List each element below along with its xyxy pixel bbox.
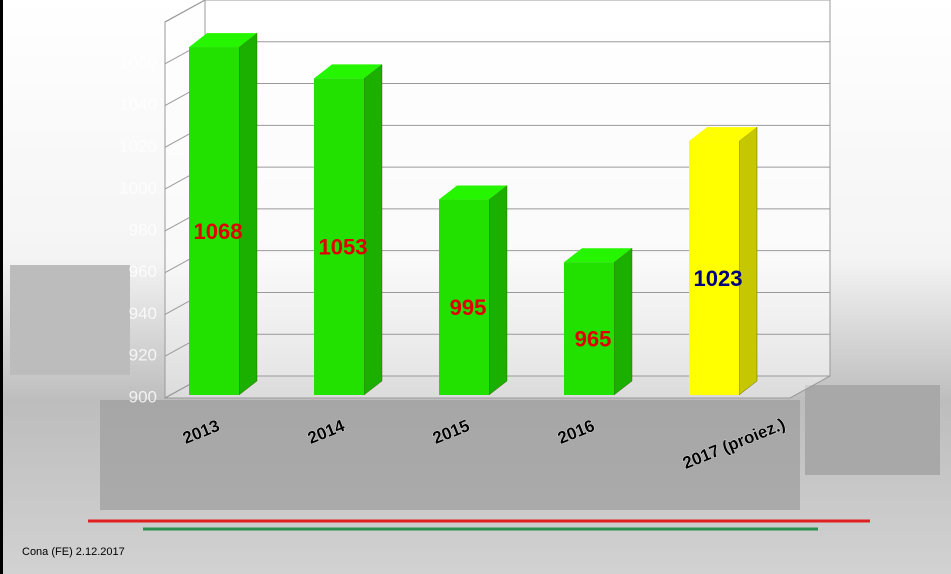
bar — [439, 199, 489, 395]
bar-side — [238, 32, 258, 396]
y-tick-label: 1000 — [119, 179, 157, 198]
value-label: 995 — [450, 295, 487, 320]
bar-top — [689, 127, 757, 142]
bar-top — [564, 248, 632, 263]
y-tick-label: 940 — [129, 304, 157, 323]
y-tick-label: 1060 — [119, 53, 157, 72]
building — [100, 400, 800, 510]
y-tick-label: 900 — [129, 387, 157, 406]
bar-top — [439, 185, 507, 200]
building — [10, 265, 130, 375]
value-label: 1053 — [319, 235, 368, 260]
y-tick-label: 1080 — [119, 11, 157, 30]
y-tick-label: 960 — [129, 262, 157, 281]
footer: Cona (FE) 2.12.2017 — [22, 546, 125, 558]
grid-line — [164, 0, 206, 23]
plot: 9009209409609801000102010401060108010682… — [119, 0, 831, 473]
bar — [689, 141, 739, 395]
y-tick-label: 980 — [129, 220, 157, 239]
y-tick-label: 1020 — [119, 137, 157, 156]
value-label: 1023 — [694, 266, 743, 291]
value-label: 965 — [575, 326, 612, 351]
y-tick-label: 920 — [129, 346, 157, 365]
bar-top — [189, 33, 257, 48]
bar — [314, 78, 364, 396]
bar-side — [738, 126, 758, 396]
bar-side — [363, 63, 383, 396]
value-label: 1068 — [194, 219, 243, 244]
left-border — [0, 0, 3, 574]
bar-top — [314, 64, 382, 79]
bar — [564, 262, 614, 395]
bar — [189, 47, 239, 396]
y-tick-label: 1040 — [119, 95, 157, 114]
building — [805, 385, 940, 475]
bar-side — [613, 247, 633, 396]
bar-side — [488, 185, 508, 396]
